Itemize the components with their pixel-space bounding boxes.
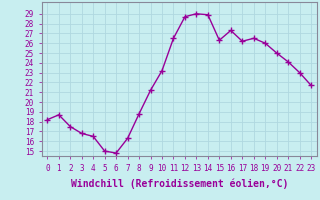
X-axis label: Windchill (Refroidissement éolien,°C): Windchill (Refroidissement éolien,°C) [70,178,288,189]
